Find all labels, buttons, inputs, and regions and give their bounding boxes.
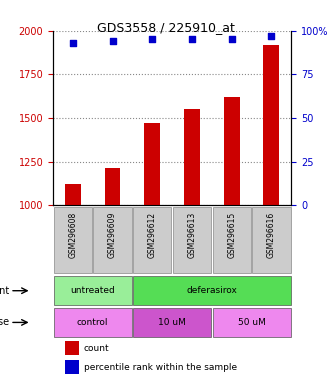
Text: GSM296615: GSM296615 xyxy=(227,212,236,258)
FancyBboxPatch shape xyxy=(213,308,291,337)
Bar xyxy=(184,109,200,379)
Text: 10 uM: 10 uM xyxy=(158,318,186,327)
Text: deferasirox: deferasirox xyxy=(186,286,237,295)
Point xyxy=(229,36,234,43)
Point xyxy=(269,33,274,39)
Text: GSM296612: GSM296612 xyxy=(148,212,157,258)
Text: 50 uM: 50 uM xyxy=(238,318,265,327)
Bar xyxy=(144,123,160,379)
FancyBboxPatch shape xyxy=(213,207,251,273)
FancyBboxPatch shape xyxy=(252,207,291,273)
Bar xyxy=(224,97,240,379)
Text: untreated: untreated xyxy=(70,286,115,295)
FancyBboxPatch shape xyxy=(54,308,132,337)
Text: GSM296608: GSM296608 xyxy=(68,212,77,258)
FancyBboxPatch shape xyxy=(93,207,132,273)
FancyBboxPatch shape xyxy=(173,207,211,273)
Text: control: control xyxy=(77,318,109,327)
Bar xyxy=(65,341,79,356)
FancyBboxPatch shape xyxy=(54,276,132,305)
Text: GSM296609: GSM296609 xyxy=(108,212,117,258)
Text: dose: dose xyxy=(0,318,10,328)
Text: GDS3558 / 225910_at: GDS3558 / 225910_at xyxy=(97,21,234,34)
Text: GSM296613: GSM296613 xyxy=(187,212,197,258)
Text: count: count xyxy=(84,344,110,353)
Bar xyxy=(263,45,279,379)
Point xyxy=(110,38,115,44)
Bar xyxy=(65,360,79,374)
Point xyxy=(189,36,195,43)
Text: percentile rank within the sample: percentile rank within the sample xyxy=(84,363,237,372)
Bar xyxy=(105,169,120,379)
FancyBboxPatch shape xyxy=(133,276,291,305)
FancyBboxPatch shape xyxy=(133,207,171,273)
FancyBboxPatch shape xyxy=(133,308,211,337)
Point xyxy=(70,40,75,46)
Text: agent: agent xyxy=(0,286,10,296)
Text: GSM296616: GSM296616 xyxy=(267,212,276,258)
FancyBboxPatch shape xyxy=(54,207,92,273)
Point xyxy=(150,36,155,43)
Bar xyxy=(65,184,81,379)
